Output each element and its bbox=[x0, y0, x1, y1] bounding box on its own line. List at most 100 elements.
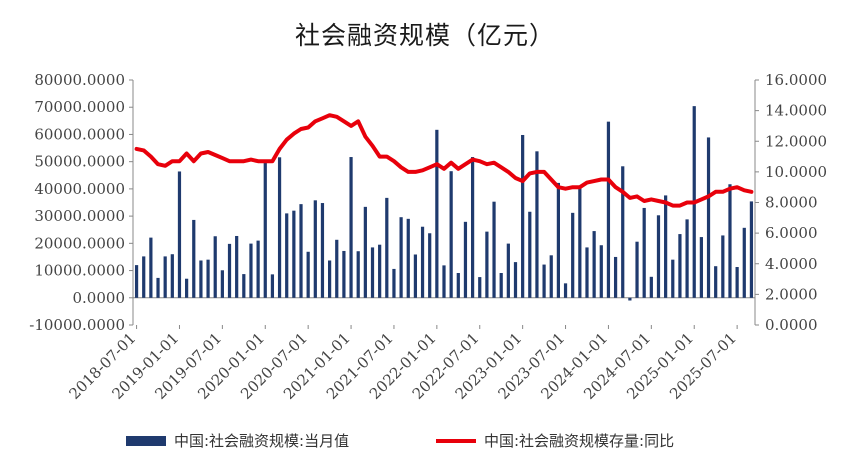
bar bbox=[420, 226, 425, 298]
bar bbox=[385, 197, 389, 298]
bar bbox=[249, 243, 253, 298]
bar bbox=[370, 247, 375, 298]
bar bbox=[664, 195, 668, 298]
left-tick-label: 10000.0000 bbox=[34, 262, 125, 280]
bar bbox=[585, 247, 589, 298]
bar bbox=[328, 260, 332, 298]
bar bbox=[628, 297, 632, 301]
bar bbox=[270, 274, 275, 298]
bar bbox=[220, 270, 224, 298]
bar bbox=[292, 210, 296, 298]
bar bbox=[263, 159, 267, 298]
bar bbox=[478, 277, 482, 298]
bar bbox=[185, 278, 189, 298]
bar bbox=[335, 239, 339, 298]
bar bbox=[235, 235, 239, 298]
bar bbox=[199, 260, 203, 298]
bar bbox=[735, 267, 739, 298]
bar bbox=[206, 259, 210, 298]
bar bbox=[685, 219, 689, 298]
bar bbox=[277, 157, 282, 298]
bar bbox=[556, 182, 560, 298]
right-tick-label: 8.0000 bbox=[765, 194, 818, 212]
bar bbox=[678, 234, 682, 298]
bar bbox=[549, 255, 553, 298]
bar bbox=[192, 219, 196, 298]
bar bbox=[649, 276, 653, 298]
bar bbox=[349, 157, 353, 298]
bar bbox=[592, 231, 596, 298]
bar bbox=[635, 241, 639, 298]
bar bbox=[606, 121, 611, 298]
left-tick-label: 30000.0000 bbox=[34, 207, 125, 225]
bar bbox=[363, 206, 367, 298]
bar bbox=[392, 268, 396, 298]
bar bbox=[299, 204, 303, 298]
bar bbox=[485, 231, 489, 298]
bar bbox=[621, 166, 625, 298]
bar bbox=[442, 265, 446, 298]
left-tick-label: 60000.0000 bbox=[34, 125, 125, 143]
bar bbox=[378, 244, 382, 298]
bar bbox=[306, 251, 310, 298]
bar bbox=[749, 201, 754, 298]
right-tick-label: 0.0000 bbox=[765, 316, 818, 334]
bar bbox=[227, 243, 232, 298]
right-tick-label: 12.0000 bbox=[765, 132, 827, 150]
bar bbox=[163, 256, 167, 298]
bar bbox=[170, 254, 174, 298]
bar bbox=[242, 274, 246, 298]
bar bbox=[435, 129, 439, 298]
bar bbox=[449, 171, 453, 298]
bar bbox=[463, 221, 468, 298]
bar bbox=[506, 243, 510, 298]
left-tick-label: 70000.0000 bbox=[34, 98, 125, 116]
bar bbox=[320, 203, 325, 298]
bar bbox=[513, 262, 518, 298]
left-tick-label: 80000.0000 bbox=[34, 71, 125, 89]
right-tick-label: 6.0000 bbox=[765, 224, 818, 242]
bar bbox=[599, 245, 603, 298]
left-tick-label: 40000.0000 bbox=[34, 180, 125, 198]
bar bbox=[356, 251, 360, 298]
bar bbox=[578, 186, 582, 298]
bar bbox=[492, 201, 496, 298]
bar bbox=[313, 200, 317, 298]
bar bbox=[156, 277, 160, 298]
bar bbox=[699, 237, 703, 298]
bar bbox=[671, 259, 675, 298]
bar bbox=[714, 266, 718, 298]
right-tick-label: 2.0000 bbox=[765, 285, 818, 303]
bar bbox=[285, 213, 289, 298]
bar bbox=[177, 171, 182, 298]
right-tick-label: 14.0000 bbox=[765, 102, 827, 120]
bar bbox=[399, 217, 403, 298]
bar bbox=[428, 233, 432, 298]
bar bbox=[728, 184, 732, 298]
bar bbox=[134, 265, 139, 298]
bar bbox=[213, 236, 217, 298]
chart-title: 社会融资规模（亿元） bbox=[294, 21, 555, 50]
legend-bar-swatch bbox=[126, 436, 166, 446]
bar bbox=[656, 215, 661, 298]
yoy-line bbox=[134, 113, 754, 208]
bar bbox=[571, 212, 575, 298]
bar bbox=[542, 264, 546, 298]
bar bbox=[642, 207, 646, 298]
bar bbox=[456, 273, 460, 298]
bar bbox=[613, 256, 618, 298]
bar bbox=[142, 256, 146, 298]
bar bbox=[413, 254, 418, 298]
bar bbox=[535, 151, 539, 298]
bar bbox=[256, 240, 260, 298]
bar bbox=[470, 157, 475, 298]
left-tick-label: 0.0000 bbox=[73, 289, 126, 307]
bar bbox=[499, 273, 503, 298]
bar bbox=[342, 250, 346, 298]
legend-bar-label: 中国:社会融资规模:当月值 bbox=[174, 432, 349, 450]
left-tick-label: 50000.0000 bbox=[34, 153, 125, 171]
bar bbox=[721, 235, 725, 298]
legend-line-label: 中国:社会融资规模存量:同比 bbox=[484, 432, 674, 450]
